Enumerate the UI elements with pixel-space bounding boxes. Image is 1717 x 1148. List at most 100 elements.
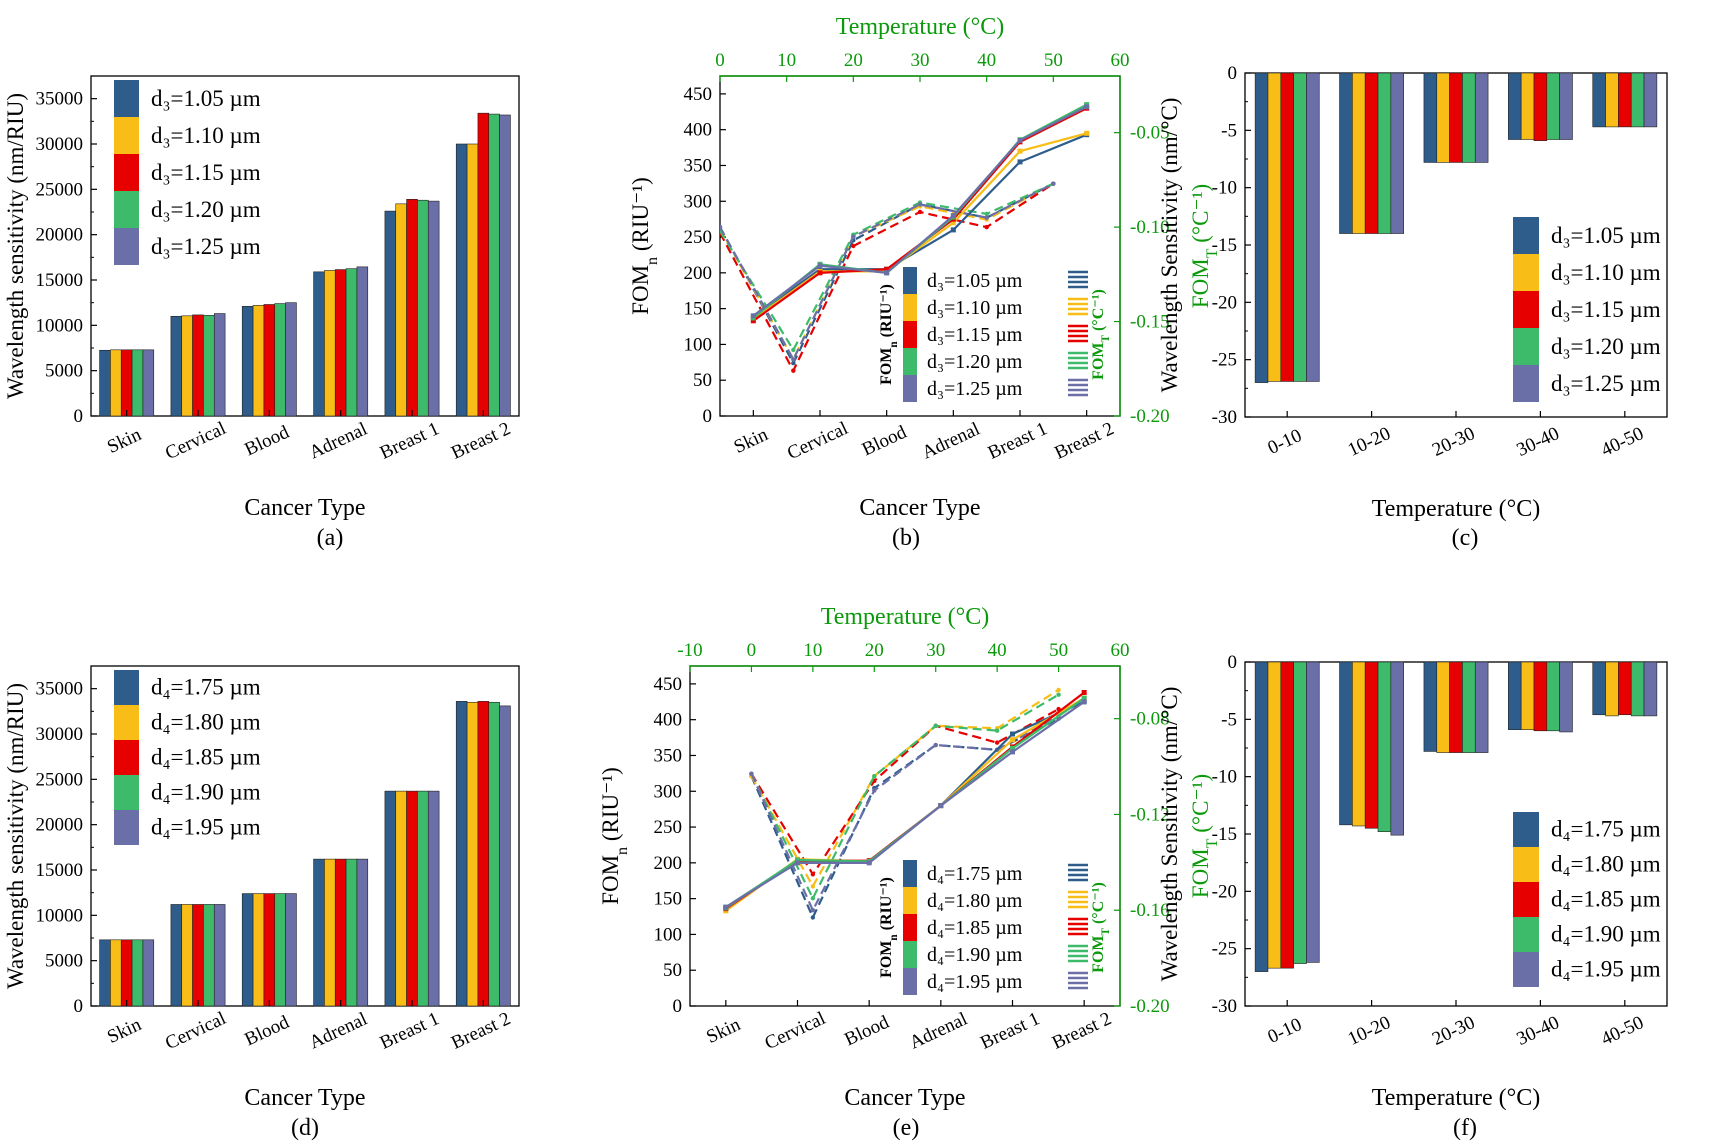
series-line [752, 107, 1088, 322]
chart-panel-c: -30 -25 -20 -15 -10 -5 0 0-10 10-20 20-30 30-40 40-… [1157, 63, 1668, 551]
bar [356, 266, 369, 417]
x-tick-label: Breast 1 [377, 418, 443, 464]
y-axis-title-main: FOM [628, 265, 653, 315]
bar [455, 701, 468, 1007]
bar [1592, 661, 1606, 716]
bar [1267, 661, 1282, 969]
bar [120, 939, 133, 1007]
temp-series-line [720, 182, 1054, 362]
y-axis-title: FOMn (RIU⁻¹) [628, 177, 661, 315]
y-axis-title-unit: (RIU⁻¹) [598, 767, 623, 847]
bar [1474, 72, 1489, 163]
legend-swatch [903, 348, 917, 375]
y-tick-label: -25 [1212, 939, 1237, 960]
top-x-tick-label: 0 [747, 640, 757, 661]
series-line [752, 105, 1088, 317]
temp-series-line [750, 708, 1060, 877]
series-point [1010, 745, 1015, 751]
legend-label: d₄=1.90 µm [1551, 922, 1661, 947]
x-tick-label: Breast 1 [377, 1008, 443, 1054]
temp-series-point [749, 771, 754, 776]
plot-frame [90, 75, 520, 417]
legend-swatch [1513, 917, 1539, 952]
bar [1449, 72, 1463, 163]
legend-fomt-label-sub: T [1100, 335, 1112, 343]
y-tick-label: 15000 [36, 270, 84, 291]
legend-swatch [903, 941, 917, 968]
y-tick-label: 200 [684, 263, 713, 284]
temp-series-point [917, 202, 923, 207]
x-tick-label: Breast 2 [448, 418, 514, 464]
y-tick-label: -5 [1221, 120, 1237, 141]
bar [110, 939, 122, 1007]
y-axis-title: Wavelength sensitivity (nm/RIU) [3, 683, 28, 989]
bar [1339, 661, 1353, 826]
bar [384, 210, 397, 417]
bar [1254, 72, 1269, 383]
y2-axis-title: FOMT (°C⁻¹) [1188, 184, 1221, 308]
bar [192, 314, 204, 417]
temp-series-point [810, 915, 816, 920]
y-tick-label: 450 [684, 84, 713, 105]
x-tick-label: Blood [841, 1011, 892, 1050]
top-x-tick-label: 0 [715, 50, 725, 71]
bar [1293, 661, 1307, 964]
bar [356, 858, 369, 1007]
bar [1436, 72, 1450, 163]
legend-swatch [114, 740, 139, 775]
bar [1390, 661, 1404, 836]
legend-label: d₄=1.95 µm [927, 971, 1023, 993]
temp-series-point [984, 215, 989, 220]
bar [395, 790, 407, 1007]
bar [1423, 661, 1438, 752]
bar [1546, 72, 1560, 140]
series-line [725, 700, 1085, 909]
series-point [1017, 159, 1023, 165]
legend-swatch [1513, 328, 1539, 365]
top-x-tick-label: 20 [844, 50, 863, 71]
legend-swatch [114, 154, 139, 191]
x-tick-label: Cervical [762, 1008, 829, 1054]
legend-swatch [114, 670, 139, 705]
y2-tick-label: -0.12 [1130, 804, 1170, 825]
temp-series-line [720, 182, 1054, 374]
bar [274, 893, 286, 1007]
y-tick-label: 50 [693, 370, 712, 391]
legend-swatch [114, 228, 139, 265]
y-tick-label: 450 [654, 674, 683, 695]
legend-fomn-label-main: FOM [878, 348, 895, 385]
y-tick-label: 350 [654, 745, 683, 766]
temp-series-point [791, 357, 796, 362]
bar [1364, 661, 1379, 829]
x-tick-label: 10-20 [1345, 423, 1394, 461]
temp-series-point [791, 347, 796, 353]
y2-axis-title-sub: T [1204, 838, 1221, 848]
bar [488, 113, 500, 417]
bar [285, 302, 297, 417]
x-tick-label: 40-50 [1598, 423, 1647, 461]
temp-series-line [750, 693, 1060, 901]
legend-swatch [1513, 365, 1539, 402]
bar [1474, 661, 1489, 753]
x-tick-label: Breast 1 [985, 418, 1051, 464]
series-point [795, 860, 800, 866]
panel-label: (f) [1453, 1115, 1477, 1141]
temp-series-point [984, 211, 989, 217]
y-axis-title-sub: n [614, 847, 631, 855]
bar [455, 143, 468, 417]
legend-label: d₃=1.10 µm [927, 297, 1023, 319]
bar [477, 112, 490, 417]
y-tick-label: 100 [654, 924, 683, 945]
legend-fomn-label-sub: n [888, 341, 900, 348]
x-tick-label: Breast 2 [448, 1008, 514, 1054]
bar [477, 701, 490, 1007]
bar [1306, 72, 1320, 382]
bar [1520, 661, 1535, 730]
legend-fomn-label: FOMn (RIU⁻¹) [878, 284, 900, 385]
series-point [938, 803, 944, 809]
bar [241, 305, 254, 417]
bar [313, 271, 325, 417]
legend-fomt-label-unit: (°C⁻¹) [1090, 882, 1107, 928]
panel-label: (c) [1452, 525, 1479, 551]
series-point [795, 857, 800, 863]
